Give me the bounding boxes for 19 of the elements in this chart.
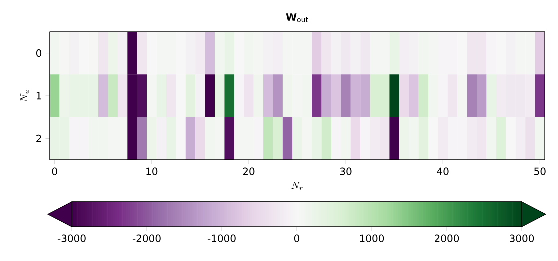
color-bar-label: 2000 xyxy=(435,234,460,242)
y-tick-label: 2 xyxy=(36,134,42,142)
color-bar-label: 3000 xyxy=(510,234,534,242)
color-bar-label: 1000 xyxy=(360,234,384,242)
x-tick-label: 20 xyxy=(243,168,255,176)
chart-title: $\mathbf{W}_{\mathrm{out}}$ xyxy=(286,14,308,22)
y-tick-label: 1 xyxy=(36,92,42,100)
y-tick-label: 0 xyxy=(36,50,42,58)
color-bar-label: 0 xyxy=(294,234,300,242)
x-tick-label: 30 xyxy=(340,168,352,176)
x-tick-label: 50 xyxy=(534,168,546,176)
color-bar-label: -3000 xyxy=(58,234,86,242)
x-tick-label: 0 xyxy=(52,168,58,176)
x-tick-label: 10 xyxy=(146,168,158,176)
color-bar-label: -2000 xyxy=(132,234,161,242)
color-bar-label: -1000 xyxy=(208,234,236,242)
x-tick-label: 40 xyxy=(437,168,449,176)
y-axis-title: $N_u$ xyxy=(20,90,30,102)
x-axis-title: $N_r$ xyxy=(292,182,303,191)
